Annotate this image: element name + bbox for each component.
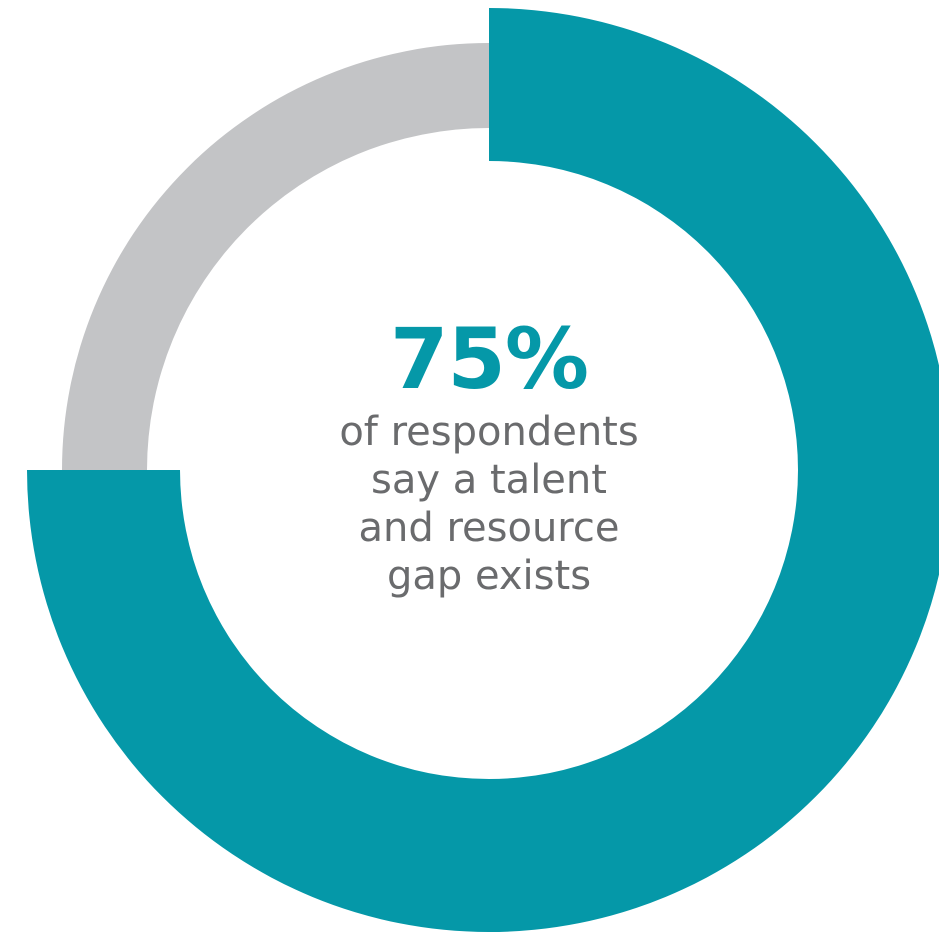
caption-line-1: of respondents	[339, 409, 639, 455]
caption-line-3: and resource	[358, 505, 620, 551]
headline-percent: 75%	[389, 310, 589, 408]
center-label: 75% of respondents say a talent and reso…	[269, 310, 709, 600]
donut-slice-highlight	[27, 8, 939, 932]
caption-line-2: say a talent	[371, 457, 607, 503]
donut-slice-remainder	[62, 43, 489, 470]
caption-line-4: gap exists	[386, 553, 592, 599]
